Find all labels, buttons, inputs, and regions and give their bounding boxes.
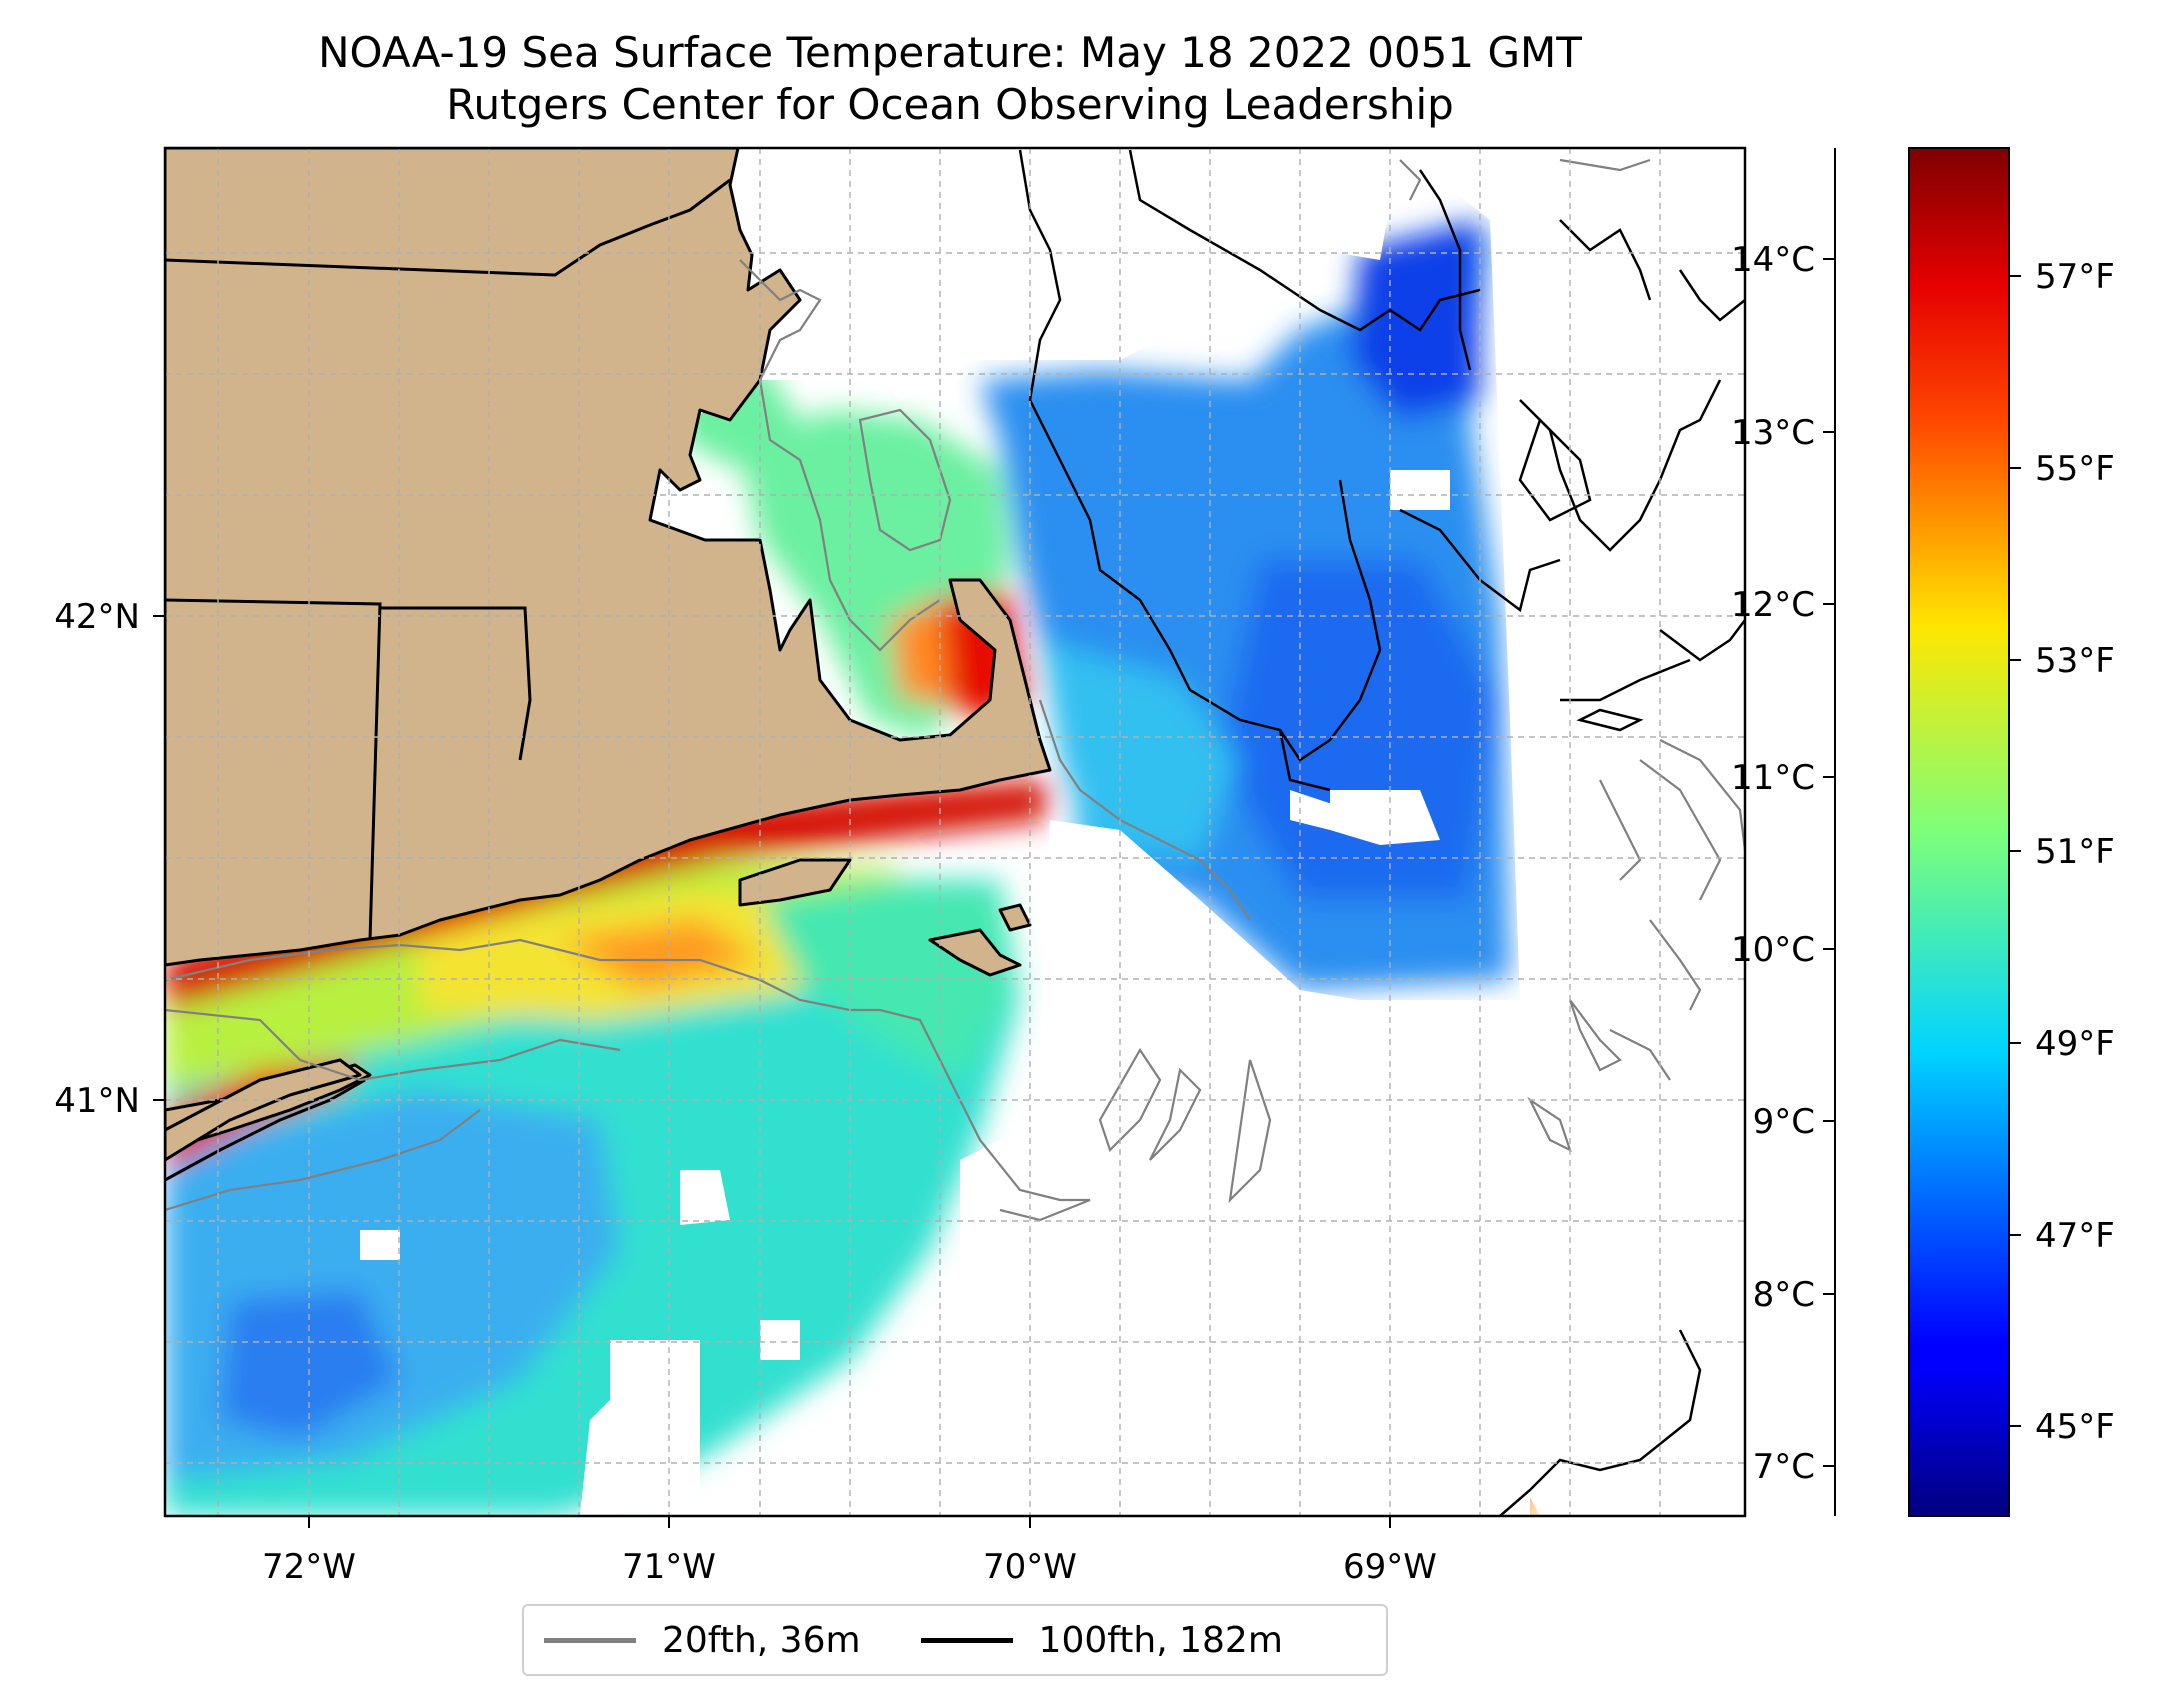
legend-label-100fth: 100fth, 182m	[1038, 1619, 1283, 1661]
colorbar-c-label: 11°C	[1731, 758, 1815, 798]
legend-swatch-grey-line	[544, 1637, 636, 1643]
colorbar-c-label: 7°C	[1753, 1447, 1815, 1487]
legend-label-20fth: 20fth, 36m	[662, 1619, 861, 1661]
south-shore-line	[165, 1078, 366, 1182]
legend-item-20fth: 20fth, 36m	[544, 1620, 861, 1661]
colorbar-c-label: 9°C	[1753, 1102, 1815, 1142]
colorbar-f-ticks	[2009, 275, 2021, 1427]
chart-title: NOAA-19 Sea Surface Temperature: May 18 …	[318, 28, 1582, 77]
legend-swatch-black-line	[920, 1637, 1013, 1643]
colorbar-f-label: 51°F	[2035, 832, 2115, 872]
colorbar-c-ticks	[1823, 148, 1836, 1516]
graticule	[165, 148, 1745, 1516]
colorbar-f-label: 55°F	[2035, 449, 2115, 489]
colorbar-f-label: 53°F	[2035, 641, 2115, 681]
state-borders	[165, 178, 731, 941]
lon-label-71w: 71°W	[622, 1547, 716, 1587]
land	[165, 148, 1052, 1162]
colorbar-c-label: 14°C	[1731, 240, 1815, 280]
colorbar	[1908, 147, 2010, 1517]
lat-label-41n: 41°N	[54, 1081, 140, 1121]
colorbar-f-label: 49°F	[2035, 1024, 2115, 1064]
colorbar-c-label: 8°C	[1753, 1275, 1815, 1315]
legend: 20fth, 36m 100fth, 182m	[522, 1604, 1388, 1676]
colorbar-c-label: 10°C	[1731, 930, 1815, 970]
map-frame	[163, 146, 1747, 1518]
contour-100fth	[1018, 149, 1745, 1516]
axis-ticks	[153, 615, 1391, 1528]
lat-label-42n: 42°N	[54, 597, 140, 637]
colorbar-c-label: 12°C	[1731, 585, 1815, 625]
lon-label-72w: 72°W	[262, 1547, 356, 1587]
colorbar-c-label: 13°C	[1731, 413, 1815, 453]
lon-label-70w: 70°W	[983, 1547, 1077, 1587]
colorbar-f-label: 47°F	[2035, 1216, 2115, 1256]
colorbar-f-label: 45°F	[2035, 1407, 2115, 1447]
lon-label-69w: 69°W	[1343, 1547, 1437, 1587]
colorbar-f-label: 57°F	[2035, 257, 2115, 297]
chart-subtitle: Rutgers Center for Ocean Observing Leade…	[446, 80, 1454, 129]
legend-item-100fth: 100fth, 182m	[920, 1619, 1283, 1661]
